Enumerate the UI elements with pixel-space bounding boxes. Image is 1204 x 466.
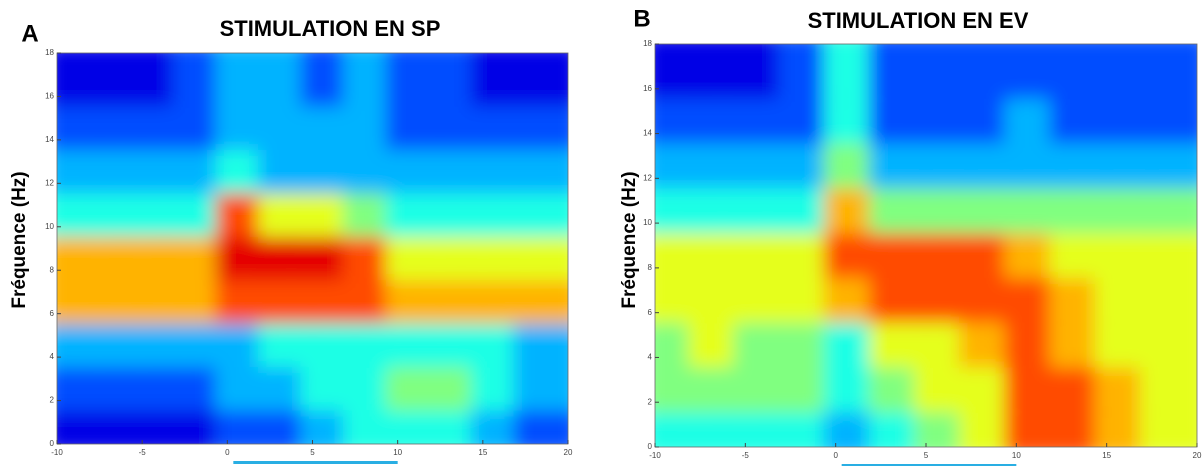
y-tick-label: 4 [50, 352, 55, 361]
x-tick-label: 0 [225, 448, 230, 457]
heatmap [57, 53, 568, 444]
y-axis-label: Fréquence (Hz) [619, 171, 640, 308]
y-tick-label: 16 [643, 84, 652, 93]
y-tick-label: 14 [643, 129, 652, 138]
y-tick-label: 2 [50, 396, 55, 405]
y-tick-label: 10 [45, 222, 54, 231]
y-tick-label: 18 [643, 39, 652, 48]
x-tick-label: 15 [1102, 451, 1111, 460]
panel-letter: B [633, 5, 650, 32]
x-tick-label: 20 [1193, 451, 1202, 460]
x-tick-label: 15 [478, 448, 487, 457]
panel-letter: A [21, 20, 38, 47]
stimulus-bar [841, 464, 1017, 466]
cell [513, 53, 568, 107]
x-tick-label: 5 [924, 451, 929, 460]
y-tick-label: 2 [648, 397, 653, 406]
y-tick-label: 10 [643, 218, 652, 227]
y-tick-label: 12 [643, 173, 652, 182]
chart-title: STIMULATION EN SP [220, 16, 441, 41]
y-tick-label: 12 [45, 178, 54, 187]
y-tick-label: 8 [648, 263, 653, 272]
y-tick-label: 18 [45, 48, 54, 57]
y-tick-label: 4 [648, 353, 653, 362]
y-tick-label: 0 [50, 439, 55, 448]
x-tick-label: -10 [51, 448, 63, 457]
y-axis-label: Fréquence (Hz) [9, 171, 30, 308]
y-tick-label: 0 [648, 442, 653, 451]
heatmap-cells [57, 53, 568, 444]
y-tick-label: 16 [45, 92, 54, 101]
y-tick-label: 6 [50, 309, 55, 318]
x-tick-label: -10 [649, 451, 661, 460]
x-tick-label: 10 [393, 448, 402, 457]
x-tick-label: -5 [742, 451, 750, 460]
x-tick-label: 0 [833, 451, 838, 460]
heatmap-cells [655, 44, 1197, 447]
x-tick-label: 10 [1012, 451, 1021, 460]
x-tick-label: 5 [310, 448, 315, 457]
stimulus-bar [233, 461, 398, 464]
y-tick-label: 8 [50, 265, 55, 274]
chart-title: STIMULATION EN EV [808, 8, 1029, 33]
x-tick-label: 20 [564, 448, 573, 457]
x-tick-label: -5 [139, 448, 147, 457]
y-tick-label: 14 [45, 135, 54, 144]
y-tick-label: 6 [648, 308, 653, 317]
cell [1139, 44, 1197, 99]
heatmap [655, 44, 1197, 447]
